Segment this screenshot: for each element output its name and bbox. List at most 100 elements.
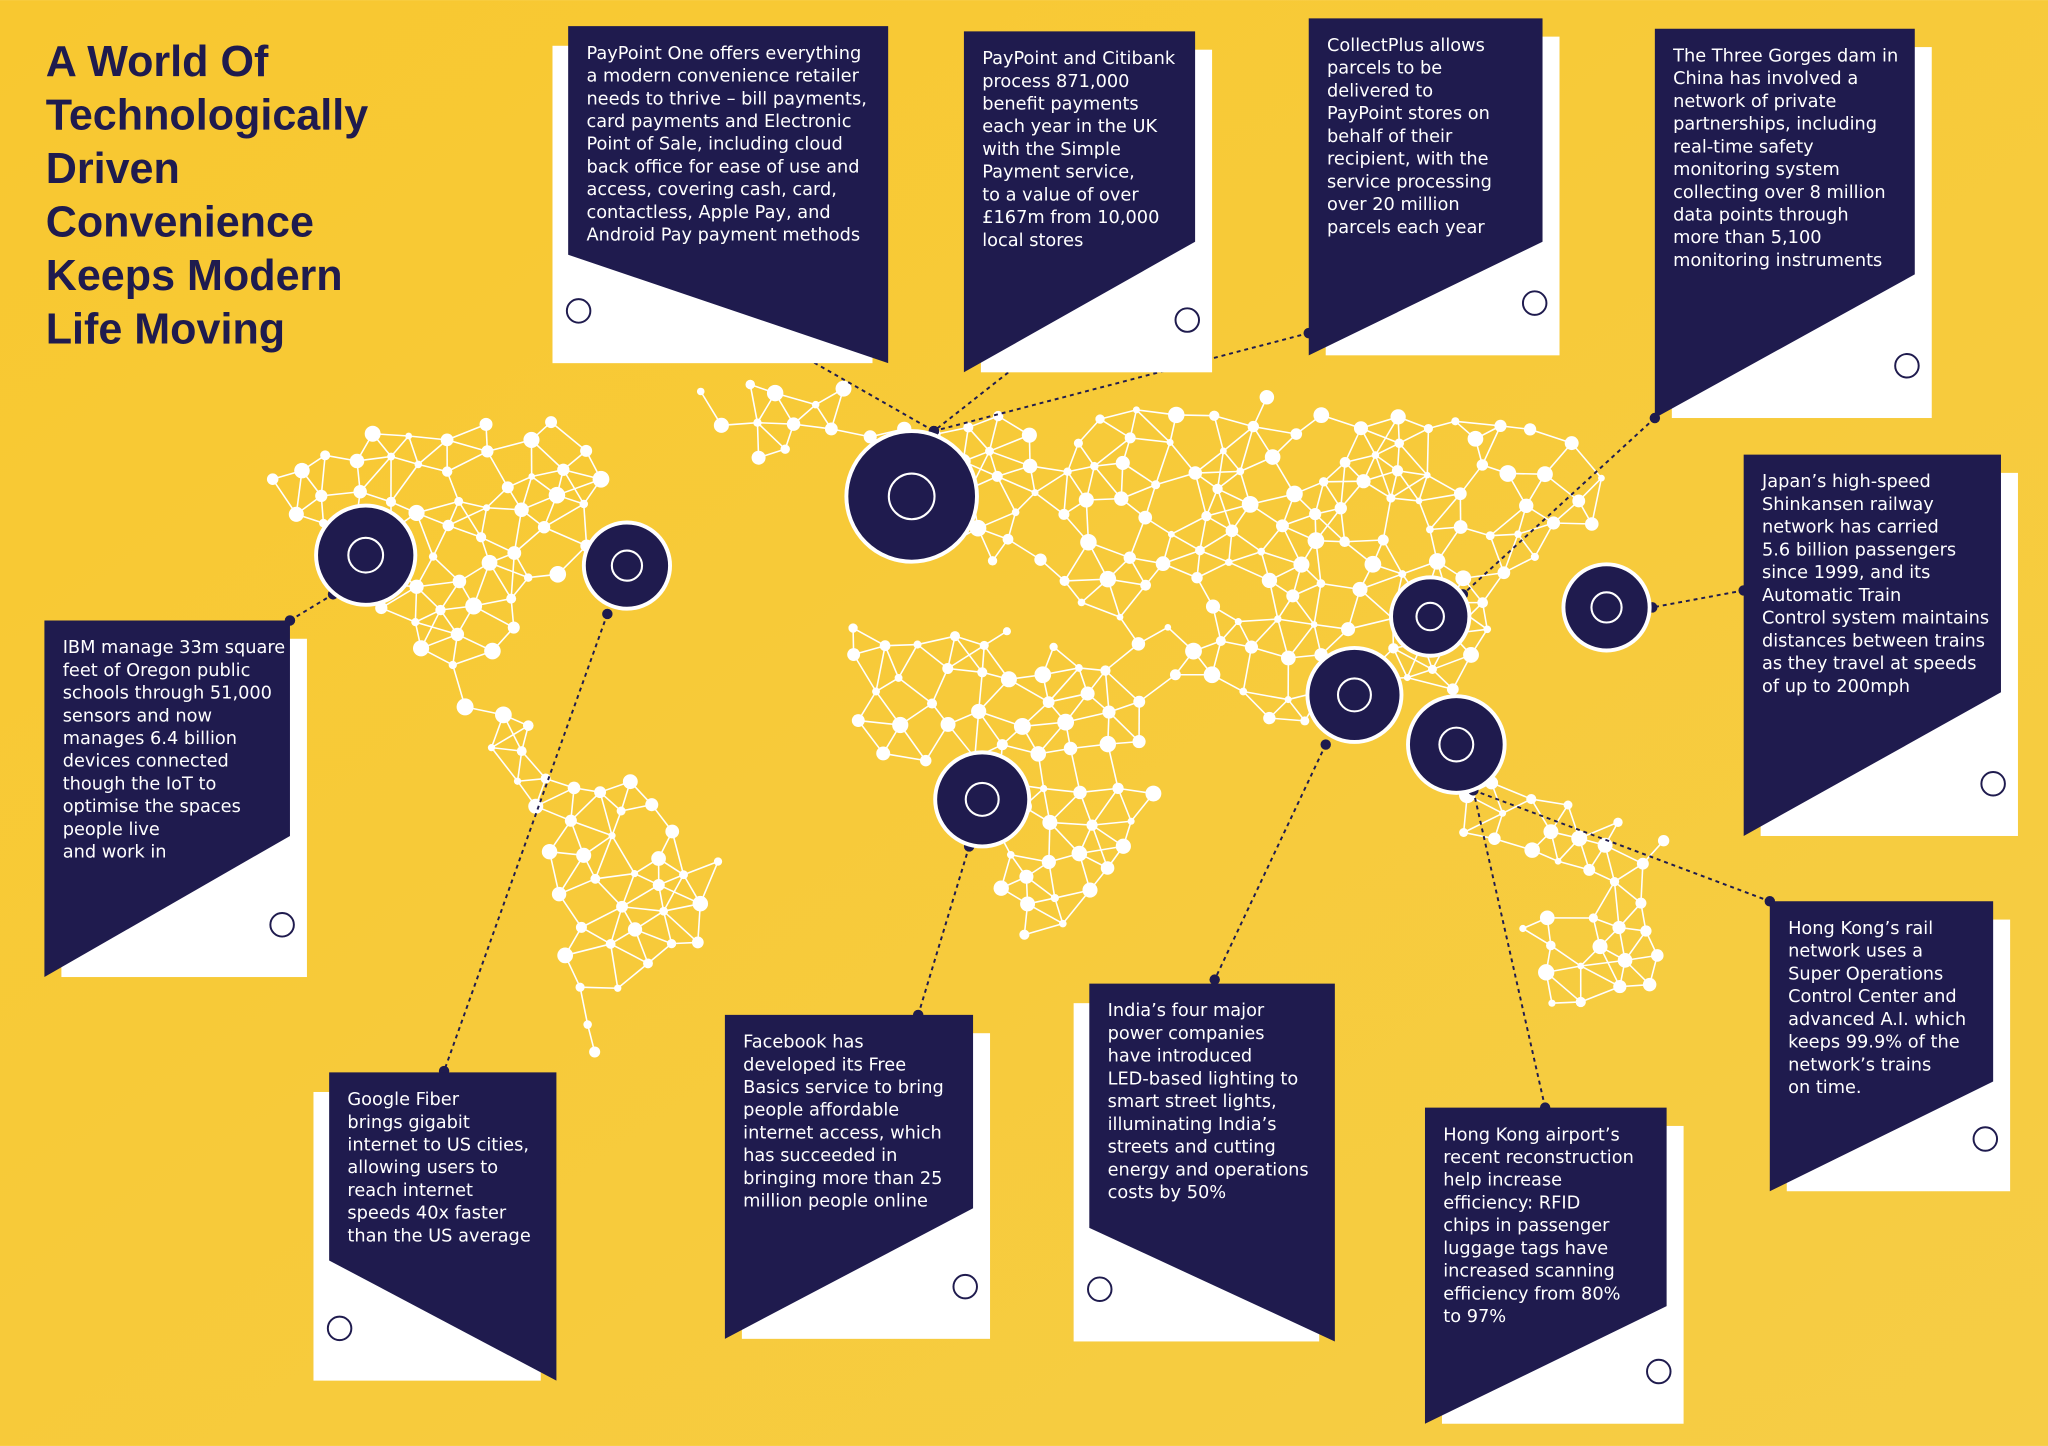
cards: PayPoint One offers everything a modern c… [44,18,2018,1424]
card-text: Basics service to bring [743,1078,944,1098]
map-dot [1353,421,1368,436]
map-dot [713,857,723,866]
map-link [621,905,664,912]
map-link [875,645,886,692]
map-dot [448,660,457,670]
card-text: schools through 51,000 [63,684,272,704]
map-link [447,524,482,539]
map-dot [501,481,514,494]
map-dot [1002,533,1014,545]
map-link [1489,535,1505,574]
map-dot [1166,438,1174,446]
map-link [1238,618,1278,623]
map-dot [1519,498,1534,513]
map-dot [1636,857,1649,870]
map-link [1481,425,1502,466]
hub [581,520,672,611]
card-text: bringing more than 25 [743,1169,942,1189]
map-link [446,439,488,453]
map-link [381,607,416,623]
map-dot [1494,419,1507,432]
map-dot [1071,845,1088,862]
title-line: Keeps Modern [46,252,343,300]
map-link [558,854,585,895]
map-dot [1155,556,1171,571]
card-text: network uses a [1788,942,1923,962]
map-link [756,422,786,450]
connector [443,613,609,1072]
map-dot [1598,474,1605,482]
map-dot [1133,695,1146,708]
map-dot [1572,494,1586,508]
map-link [1213,415,1225,452]
map-dot [622,774,638,790]
map-dot [1483,625,1492,634]
map-dot [1151,480,1161,490]
card-text: allowing users to [347,1158,498,1178]
connector-end [1320,739,1331,750]
map-dot [475,532,487,543]
card-text: network of private [1673,92,1836,112]
map-dot [353,485,367,499]
map-dot [1318,477,1329,487]
map-dot [879,640,891,652]
map-link [570,819,613,837]
card [1424,1107,1667,1424]
map-link [458,501,482,538]
map-dot [364,425,381,442]
card-text: recent reconstruction [1443,1148,1634,1168]
map-link [897,644,919,679]
map-link [1374,454,1392,499]
map-link [1398,427,1429,444]
map-link [1463,812,1503,834]
card-text: more than 5,100 [1673,228,1821,248]
map-dot [1263,711,1276,725]
map-link [1091,820,1132,826]
hub [314,503,418,607]
map-dot [1167,530,1175,538]
map-dot [1099,570,1117,588]
map-link [1130,437,1171,444]
map-dot [540,773,551,784]
map-dot [1485,531,1495,541]
map-link [1491,782,1532,800]
map-dot [1488,832,1501,845]
map-link [390,435,410,458]
map-dot [483,504,491,512]
map-dot [692,895,709,912]
map-dot [1225,524,1239,538]
map-link [581,926,612,945]
map-dot [1426,525,1434,534]
map-link [562,469,585,505]
map-link [1077,442,1095,467]
map-link [1418,474,1429,502]
map-link [1393,647,1433,671]
card [1308,18,1543,356]
map-link [662,911,673,944]
map-link [543,503,585,528]
map-link [1426,428,1430,476]
map-link [1550,944,1582,967]
map-link [510,552,516,599]
title-line: Driven [46,145,180,193]
map-dot [576,847,592,863]
map-dot [409,579,424,594]
card-text: to 97% [1443,1307,1506,1327]
map-dot [1499,465,1517,482]
map-link [671,831,685,875]
map-dot [1453,487,1467,501]
hub [1389,575,1472,658]
map-link [1580,965,1621,988]
map-dot [1219,447,1227,455]
map-dot [1006,850,1015,859]
card-text: contactless, Apple Pay, and [586,203,830,223]
map-dot [454,496,464,506]
map-dot [442,519,454,532]
map-link [1119,584,1147,618]
map-dot [1013,717,1031,735]
card-icon [1894,353,1920,379]
hub [1305,645,1404,744]
map-link [1054,897,1064,924]
map-dot [753,418,762,427]
card [1769,901,1994,1192]
